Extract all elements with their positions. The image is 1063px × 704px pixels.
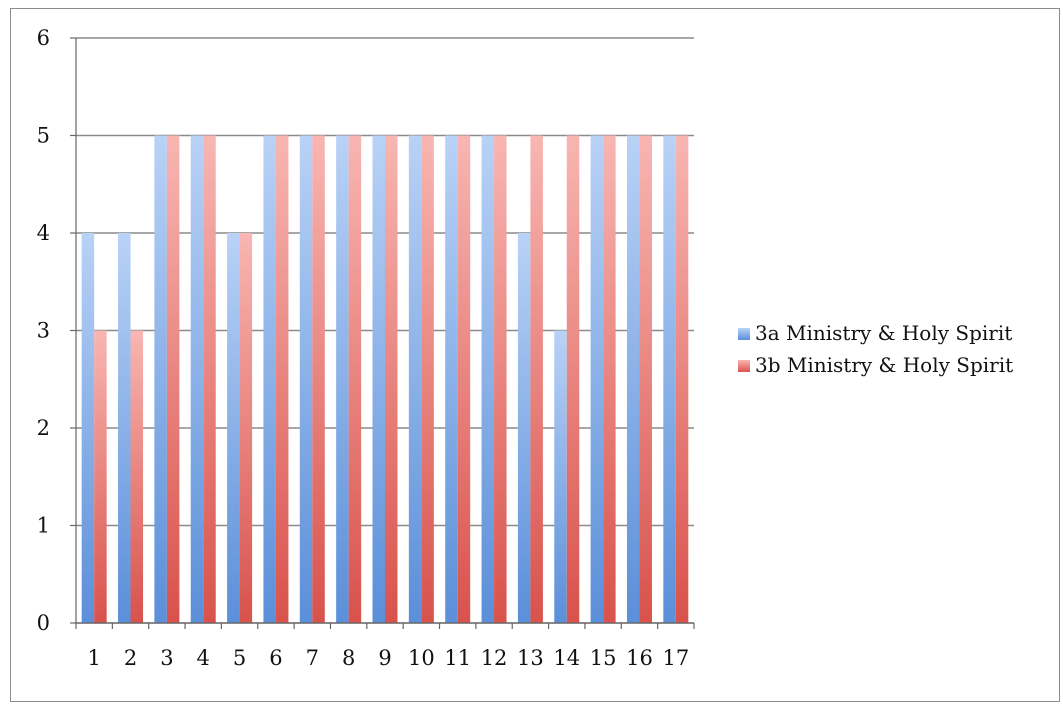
bar-series1-cat-3 [154,135,167,623]
bar-series1-cat-16 [626,135,640,623]
bar-series1-cat-12 [481,135,495,623]
bar-series1-cat-10 [408,135,422,623]
x-tick-label-1: 1 [87,646,100,670]
bar-series2-cat-8 [348,135,362,623]
bar-series2-cat-15 [603,135,616,623]
legend-label-series2: 3b Ministry & Holy Spirit [755,353,1013,377]
bar-series2-cat-2 [130,330,144,623]
axes [70,37,695,629]
y-tick-label-5: 5 [37,124,50,148]
bar-series1-cat-8 [336,135,349,623]
bars [81,135,689,623]
x-tick-label-10: 10 [408,646,435,670]
bar-series1-cat-5 [227,233,240,623]
bar-series1-cat-6 [263,135,276,623]
bar-series2-cat-9 [385,135,398,623]
bar-series2-cat-5 [239,233,253,623]
x-tick-label-7: 7 [306,646,319,670]
bar-series2-cat-1 [94,330,107,623]
bar-series1-cat-13 [517,233,531,623]
bar-series1-cat-9 [372,135,385,623]
y-tick-label-4: 4 [37,221,50,245]
x-tick-label-9: 9 [378,646,391,670]
bar-series1-cat-1 [81,233,95,623]
x-tick-label-5: 5 [233,646,246,670]
bar-series1-cat-14 [554,330,567,623]
x-tick-label-16: 16 [626,646,653,670]
y-tick-label-1: 1 [37,514,50,538]
x-tick-label-17: 17 [662,646,689,670]
x-tick-label-13: 13 [517,646,544,670]
x-axis-tick-labels: 1 2 3 4 5 6 7 8 9 10 11 12 13 14 15 16 17 [87,646,689,670]
y-axis-tick-labels: 0 1 2 3 4 5 6 [37,26,50,635]
y-tick-label-6: 6 [37,26,50,50]
bar-series2-cat-3 [166,135,180,623]
bar-series1-cat-4 [190,135,204,623]
bar-series2-cat-17 [675,135,689,623]
x-tick-label-3: 3 [160,646,173,670]
legend-swatch-series2 [738,360,750,372]
bar-series2-cat-14 [566,135,580,623]
legend-swatch-series1 [738,328,750,340]
bar-series2-cat-11 [457,135,471,623]
bar-series2-cat-7 [312,135,325,623]
bar-series2-cat-10 [421,135,434,623]
bar-series2-cat-13 [530,135,543,623]
x-tick-label-15: 15 [590,646,617,670]
legend: 3a Ministry & Holy Spirit 3b Ministry & H… [738,321,1013,377]
x-tick-label-4: 4 [197,646,210,670]
bar-series2-cat-16 [639,135,652,623]
legend-label-series1: 3a Ministry & Holy Spirit [755,321,1012,345]
x-tick-label-2: 2 [124,646,137,670]
bar-series1-cat-15 [590,135,604,623]
bar-series1-cat-17 [663,135,676,623]
y-tick-label-0: 0 [37,611,50,635]
bar-series1-cat-2 [118,233,131,623]
y-tick-label-2: 2 [37,416,50,440]
bar-series2-cat-6 [275,135,289,623]
x-tick-label-8: 8 [342,646,355,670]
x-tick-label-14: 14 [553,646,580,670]
bar-series2-cat-12 [494,135,507,623]
x-tick-label-6: 6 [269,646,282,670]
bar-series1-cat-7 [299,135,313,623]
x-tick-label-12: 12 [481,646,508,670]
x-tick-label-11: 11 [444,646,471,670]
bar-series1-cat-11 [445,135,458,623]
bar-series2-cat-4 [203,135,216,623]
y-tick-label-3: 3 [37,319,50,343]
